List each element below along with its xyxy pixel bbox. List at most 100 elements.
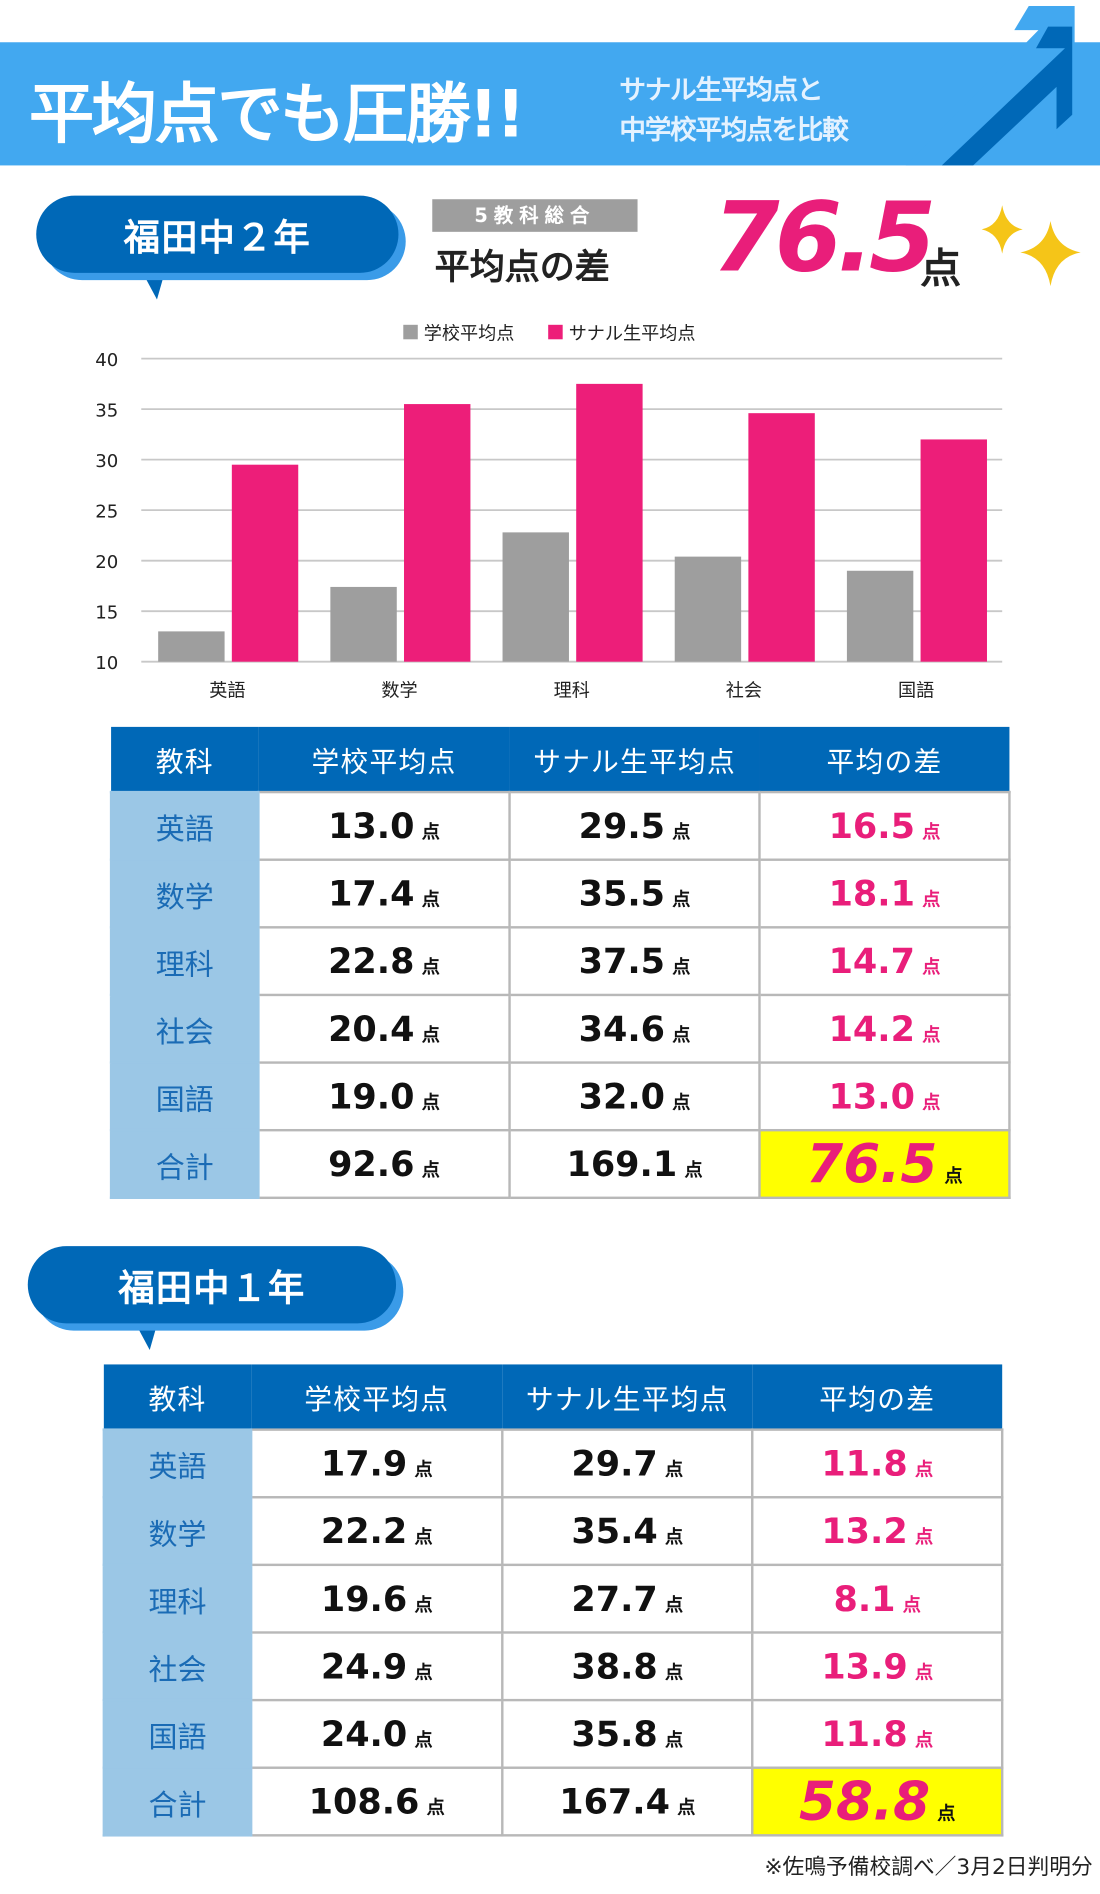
unit: 点 xyxy=(414,1593,433,1616)
school-avg-cell: 108.6 点 xyxy=(249,1766,504,1837)
sanaru-avg-cell: 34.6 点 xyxy=(508,993,761,1064)
value: 18.1 xyxy=(828,872,915,915)
value: 27.7 xyxy=(571,1578,658,1620)
unit: 点 xyxy=(914,1458,934,1481)
diff-cell: 76.5 点 xyxy=(758,1128,1011,1200)
unit: 点 xyxy=(421,956,440,979)
grade1-label: 福田中１年 xyxy=(27,1246,397,1324)
sanaru-avg-cell: 35.5 点 xyxy=(508,858,761,929)
diff-cell: 58.8 点 xyxy=(751,1766,1004,1837)
diff-label: 平均点の差 xyxy=(434,246,610,288)
unit: 点 xyxy=(665,1661,684,1684)
legend-label-sanaru: サナル生平均点 xyxy=(569,323,696,344)
unit: 点 xyxy=(677,1796,696,1819)
table-row: 理科 19.6 点 27.7 点 8.1 点 xyxy=(102,1563,1004,1634)
diff-unit: 点 xyxy=(920,245,962,294)
unit: 点 xyxy=(914,1526,934,1548)
value: 29.5 xyxy=(578,805,666,847)
table-row: 社会 24.9 点 38.8 点 13.9 点 xyxy=(102,1631,1004,1702)
bar-school xyxy=(158,631,225,662)
school-avg-cell: 20.4 点 xyxy=(257,993,511,1064)
diff-cell: 16.5 点 xyxy=(758,790,1011,861)
subtitle-line1: サナル生平均点と xyxy=(619,76,823,107)
bar-school xyxy=(330,586,397,662)
unit: 点 xyxy=(414,1729,433,1751)
table-row: 数学 17.4 点 35.5 点 18.1 点 xyxy=(109,858,1011,929)
value: 37.5 xyxy=(578,940,666,982)
subject-cell: 理科 xyxy=(109,926,260,997)
y-tick-label: 30 xyxy=(95,451,118,472)
y-tick-label: 15 xyxy=(95,602,118,623)
diff-cell: 11.8 点 xyxy=(751,1698,1004,1769)
unit: 点 xyxy=(665,1729,684,1751)
bubble-tail xyxy=(138,265,167,300)
value: 169.1 xyxy=(566,1143,678,1185)
grade2-table: 教科 学校平均点 サナル生平均点 平均の差 英語 13.0 点 29.5 点 16.5 点数学 17.… xyxy=(109,726,1011,1200)
x-tick-label: 理科 xyxy=(554,681,590,702)
unit: 点 xyxy=(421,821,440,843)
value: 24.9 xyxy=(320,1645,408,1687)
sanaru-avg-cell: 37.5 点 xyxy=(508,926,761,997)
value: 58.8 xyxy=(798,1770,931,1833)
value: 22.8 xyxy=(328,940,415,982)
sanaru-avg-cell: 167.4 点 xyxy=(501,1766,754,1837)
x-tick-label: 社会 xyxy=(726,681,762,702)
unit: 点 xyxy=(421,1091,440,1114)
value: 35.8 xyxy=(571,1713,658,1755)
sparkle-icon xyxy=(981,205,1081,287)
subject-badge: 5教科総合 xyxy=(432,199,638,232)
school-avg-cell: 17.9 点 xyxy=(249,1428,504,1499)
value: 14.2 xyxy=(828,1008,915,1050)
school-avg-cell: 22.2 点 xyxy=(249,1496,504,1567)
bar-sanaru xyxy=(404,404,471,662)
column-header: 教科 xyxy=(103,1364,252,1430)
value: 92.6 xyxy=(328,1143,415,1185)
y-tick-label: 35 xyxy=(95,400,118,421)
unit: 点 xyxy=(922,821,941,843)
subject-cell: 合計 xyxy=(102,1766,253,1837)
sanaru-avg-cell: 29.7 点 xyxy=(501,1428,754,1499)
school-avg-cell: 24.9 点 xyxy=(249,1631,504,1702)
school-avg-cell: 13.0 点 xyxy=(257,790,511,861)
bar-chart: 40 35 30 25 20 15 10 英語 数学 理科 社会 国語 学校平均点 サナル生平均点 xyxy=(95,323,1003,702)
subtitle-line2: 中学校平均点を比較 xyxy=(619,115,848,147)
table-row: 英語 13.0 点 29.5 点 16.5 点 xyxy=(109,790,1011,861)
table-row: 理科 22.8 点 37.5 点 14.7 点 xyxy=(109,926,1011,997)
bar-sanaru xyxy=(920,439,987,662)
bar-sanaru xyxy=(576,383,643,662)
sanaru-avg-cell: 35.4 点 xyxy=(501,1496,754,1567)
diff-cell: 13.9 点 xyxy=(751,1631,1004,1702)
sanaru-avg-cell: 27.7 点 xyxy=(501,1563,754,1634)
unit: 点 xyxy=(672,956,691,979)
legend-swatch-school xyxy=(403,324,418,340)
subject-cell: 英語 xyxy=(109,790,260,861)
value: 20.4 xyxy=(328,1008,415,1050)
value: 14.7 xyxy=(828,940,915,982)
x-tick-label: 英語 xyxy=(209,681,245,702)
unit: 点 xyxy=(414,1526,433,1548)
unit: 点 xyxy=(665,1458,684,1481)
value: 13.0 xyxy=(828,1075,915,1117)
column-header: 教科 xyxy=(111,726,259,793)
value: 29.7 xyxy=(571,1442,658,1484)
subject-cell: 国語 xyxy=(102,1698,253,1769)
unit: 点 xyxy=(414,1458,433,1481)
value: 11.8 xyxy=(821,1442,908,1484)
y-tick-label: 20 xyxy=(95,552,118,573)
value: 76.5 xyxy=(806,1133,938,1195)
school-avg-cell: 92.6 点 xyxy=(257,1128,511,1200)
unit: 点 xyxy=(937,1802,956,1824)
unit: 点 xyxy=(922,888,941,911)
subject-cell: 数学 xyxy=(109,858,260,929)
value: 17.4 xyxy=(328,872,415,915)
subject-cell: 社会 xyxy=(102,1631,253,1702)
diff-cell: 18.1 点 xyxy=(758,858,1011,929)
up-arrow-icon xyxy=(905,6,1075,166)
column-header: 平均の差 xyxy=(759,726,1010,793)
value: 32.0 xyxy=(578,1075,666,1117)
bar-school xyxy=(846,570,914,662)
y-tick-label: 10 xyxy=(95,653,118,674)
value: 108.6 xyxy=(308,1781,420,1823)
value: 13.2 xyxy=(821,1510,908,1552)
sanaru-avg-cell: 32.0 点 xyxy=(508,1061,761,1132)
